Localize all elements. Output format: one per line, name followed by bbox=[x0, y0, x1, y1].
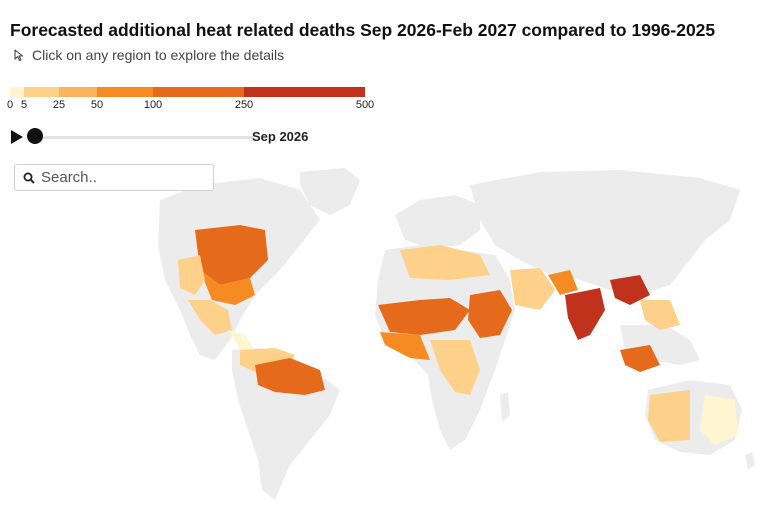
land-background bbox=[158, 168, 755, 500]
legend-swatch bbox=[59, 87, 97, 97]
heat-regions bbox=[178, 225, 738, 445]
region-sudan[interactable] bbox=[468, 290, 512, 338]
legend-labels: 0 5 25 50 100 250 500 bbox=[6, 99, 374, 113]
search-icon bbox=[23, 172, 35, 184]
region-arabian-peninsula[interactable] bbox=[510, 268, 555, 310]
region-central-america[interactable] bbox=[228, 330, 255, 352]
region-central-africa[interactable] bbox=[430, 340, 480, 395]
region-west-africa[interactable] bbox=[380, 332, 430, 360]
region-indonesia[interactable] bbox=[620, 345, 660, 372]
region-mexico[interactable] bbox=[188, 300, 232, 335]
region-us-central[interactable] bbox=[195, 225, 268, 285]
region-us-west[interactable] bbox=[178, 255, 205, 295]
timeline-handle[interactable] bbox=[27, 128, 43, 144]
region-pakistan[interactable] bbox=[548, 270, 578, 295]
region-india[interactable] bbox=[565, 288, 605, 340]
region-us-south[interactable] bbox=[200, 270, 255, 305]
legend-swatch bbox=[10, 87, 24, 97]
region-sahel[interactable] bbox=[378, 298, 470, 335]
timeline-date-label: Sep 2026 bbox=[252, 129, 309, 144]
region-australia-east[interactable] bbox=[700, 395, 738, 445]
legend-label: 250 bbox=[234, 99, 254, 111]
legend-label: 100 bbox=[143, 99, 163, 111]
search-box[interactable] bbox=[14, 164, 214, 191]
legend-label: 25 bbox=[52, 99, 66, 111]
region-north-africa[interactable] bbox=[400, 245, 490, 280]
hint-text: Click on any region to explore the detai… bbox=[32, 47, 285, 63]
cursor-arrow-icon bbox=[14, 49, 24, 62]
legend-label: 5 bbox=[20, 99, 28, 111]
legend-label: 500 bbox=[355, 99, 375, 111]
map-hint: Click on any region to explore the detai… bbox=[12, 47, 284, 63]
legend-swatch bbox=[244, 87, 365, 97]
timeline-track[interactable] bbox=[32, 136, 254, 139]
region-brazil-north[interactable] bbox=[255, 358, 325, 395]
play-icon[interactable] bbox=[10, 130, 24, 144]
legend-swatch bbox=[24, 87, 59, 97]
legend-label: 50 bbox=[90, 99, 104, 111]
legend-label: 0 bbox=[6, 99, 14, 111]
color-legend: 0 5 25 50 100 250 500 bbox=[6, 87, 374, 113]
legend-color-bar bbox=[10, 87, 365, 97]
timeline-slider: Sep 2026 bbox=[10, 127, 310, 147]
legend-swatch bbox=[97, 87, 153, 97]
map-title: Forecasted additional heat related death… bbox=[10, 20, 716, 40]
legend-swatch bbox=[153, 87, 244, 97]
region-australia-west[interactable] bbox=[648, 390, 690, 442]
search-input[interactable] bbox=[41, 169, 201, 186]
region-myanmar[interactable] bbox=[610, 275, 650, 305]
region-southeast-asia[interactable] bbox=[640, 300, 680, 330]
world-map bbox=[158, 168, 755, 500]
